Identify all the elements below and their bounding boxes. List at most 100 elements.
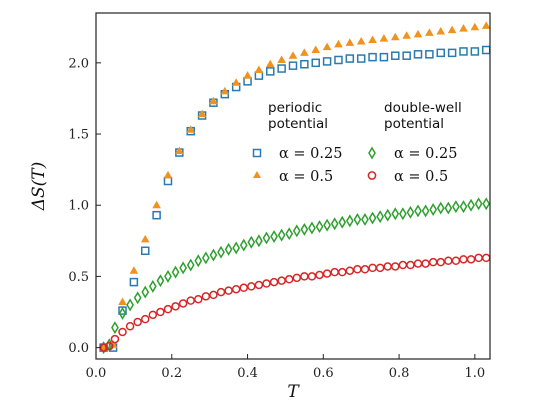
- data-point-diamond: [398, 207, 407, 221]
- data-point-circle: [277, 276, 286, 285]
- legend-marker-circle: [367, 171, 377, 180]
- data-point-circle: [118, 327, 127, 337]
- data-point-diamond: [330, 217, 339, 231]
- x-tick-label: 0.4: [237, 366, 258, 381]
- data-point-diamond: [452, 200, 460, 214]
- data-point-diamond: [459, 200, 468, 214]
- data-point-triangle: [425, 28, 434, 36]
- data-point-circle: [398, 260, 408, 270]
- data-point-circle: [292, 273, 302, 283]
- data-point-circle: [254, 280, 264, 290]
- data-point-square: [402, 51, 411, 60]
- data-point-diamond: [262, 231, 271, 245]
- legend-label: α = 0.5: [279, 169, 333, 185]
- data-point-square: [425, 50, 434, 59]
- data-point-circle: [330, 267, 339, 277]
- data-point-diamond: [270, 230, 278, 244]
- data-point-triangle: [140, 234, 150, 243]
- legend-group-title-line2: potential: [268, 116, 328, 132]
- data-point-circle: [383, 262, 392, 271]
- data-point-square: [163, 176, 173, 186]
- legend-label: α = 0.25: [394, 146, 457, 162]
- data-point-diamond: [232, 241, 241, 255]
- legend-marker-diamond: [368, 146, 376, 160]
- data-point-circle: [338, 267, 347, 277]
- y-tick-label: 1.5: [68, 128, 89, 143]
- data-point-circle: [300, 272, 309, 281]
- data-point-diamond: [171, 265, 180, 279]
- data-point-diamond: [292, 224, 301, 238]
- data-point-square: [447, 48, 457, 58]
- data-point-square: [311, 58, 320, 68]
- data-point-circle: [247, 282, 256, 291]
- data-point-diamond: [444, 201, 453, 215]
- y-tick-label: 2.0: [68, 56, 89, 71]
- data-point-square: [356, 54, 366, 63]
- data-point-circle: [307, 272, 317, 281]
- x-tick-label: 0.8: [389, 366, 410, 381]
- data-point-circle: [262, 279, 271, 288]
- data-point-triangle: [356, 36, 366, 45]
- data-point-diamond: [429, 203, 438, 216]
- data-point-triangle: [175, 146, 184, 155]
- legend-group-title-line2: potential: [384, 116, 444, 132]
- data-point-circle: [178, 299, 188, 308]
- data-point-triangle: [129, 266, 139, 274]
- x-tick-label: 0.2: [161, 366, 182, 381]
- legend-marker-square: [252, 148, 262, 158]
- data-marks: [99, 21, 491, 355]
- data-point-triangle: [368, 35, 377, 44]
- data-point-circle: [360, 265, 370, 274]
- data-point-square: [459, 47, 468, 56]
- data-point-circle: [209, 290, 218, 300]
- legend-marker-triangle: [253, 171, 261, 178]
- legend-label: α = 0.5: [394, 169, 448, 185]
- data-point-triangle: [447, 25, 457, 34]
- data-point-diamond: [133, 291, 142, 305]
- data-point-diamond: [247, 235, 256, 249]
- data-point-triangle: [334, 39, 343, 48]
- legend-group-title-line1: periodic: [268, 100, 322, 116]
- data-point-circle: [171, 302, 180, 311]
- data-point-diamond: [141, 285, 150, 299]
- data-point-diamond: [467, 198, 475, 212]
- data-point-square: [470, 47, 480, 56]
- data-point-triangle: [413, 29, 423, 38]
- y-tick-label: 0.5: [68, 270, 89, 285]
- data-point-diamond: [482, 197, 491, 211]
- data-point-square: [391, 51, 400, 60]
- data-point-triangle: [311, 45, 321, 54]
- legend-group-title-line1: double-well: [384, 100, 462, 116]
- data-point-diamond: [186, 258, 195, 272]
- data-point-circle: [186, 296, 195, 305]
- data-point-triangle: [231, 78, 241, 86]
- data-point-circle: [345, 266, 355, 275]
- legend-label: α = 0.25: [279, 146, 342, 162]
- data-point-square: [436, 48, 445, 58]
- data-point-square: [379, 52, 389, 62]
- data-point-diamond: [436, 201, 445, 215]
- data-point-diamond: [406, 205, 415, 219]
- data-point-circle: [375, 263, 385, 273]
- y-tick-label: 0.0: [68, 341, 89, 356]
- data-point-circle: [451, 256, 461, 266]
- y-axis-label: ΔS(T): [29, 162, 49, 212]
- data-point-square: [243, 77, 252, 86]
- data-point-triangle: [345, 38, 355, 46]
- data-point-square: [288, 61, 298, 70]
- data-point-diamond: [194, 254, 203, 268]
- data-point-circle: [231, 284, 241, 294]
- data-point-triangle: [459, 24, 468, 32]
- data-point-triangle: [209, 96, 218, 105]
- data-point-diamond: [164, 269, 172, 283]
- data-point-circle: [216, 287, 226, 297]
- data-point-circle: [474, 253, 483, 263]
- data-point-circle: [239, 283, 248, 293]
- data-point-triangle: [277, 55, 286, 63]
- x-axis-label: T: [287, 382, 300, 402]
- data-point-circle: [148, 310, 158, 320]
- data-point-circle: [421, 259, 430, 268]
- data-point-triangle: [243, 71, 252, 79]
- data-point-diamond: [345, 214, 354, 228]
- data-point-square: [413, 50, 423, 59]
